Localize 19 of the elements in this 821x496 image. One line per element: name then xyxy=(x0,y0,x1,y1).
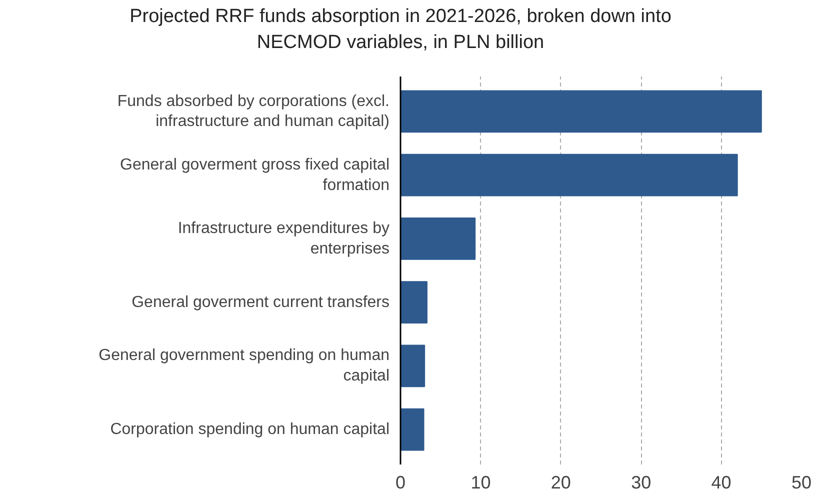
y-tick-label: General goverment current transfers xyxy=(132,294,390,311)
bar xyxy=(400,154,738,196)
y-tick-label: Infrastructure expenditures by enterprises xyxy=(178,220,390,258)
x-tick-label: 50 xyxy=(791,472,812,492)
bar xyxy=(400,218,476,260)
bar xyxy=(400,408,424,451)
chart-title: Projected RRF funds absorption in 2021-2026, broken down into NECMOD variables, in PLN billion xyxy=(128,5,672,55)
x-tick-label: 10 xyxy=(470,472,491,492)
y-tick-label: Corporation spending on human capital xyxy=(110,421,390,438)
x-tick-label: 40 xyxy=(711,472,732,492)
x-tick-label: 0 xyxy=(395,472,406,492)
bar xyxy=(400,344,426,388)
y-tick-label: General goverment gross fixed capital formation xyxy=(120,156,390,194)
y-tick-label: General government spending on human capital xyxy=(98,347,390,385)
y-tick-label: Funds absorbed by corporations (excl. infrastructure and human capital) xyxy=(117,92,390,130)
bar xyxy=(400,90,762,133)
x-tick-label: 20 xyxy=(550,472,571,492)
x-tick-label: 30 xyxy=(631,472,652,492)
bar xyxy=(400,281,428,324)
